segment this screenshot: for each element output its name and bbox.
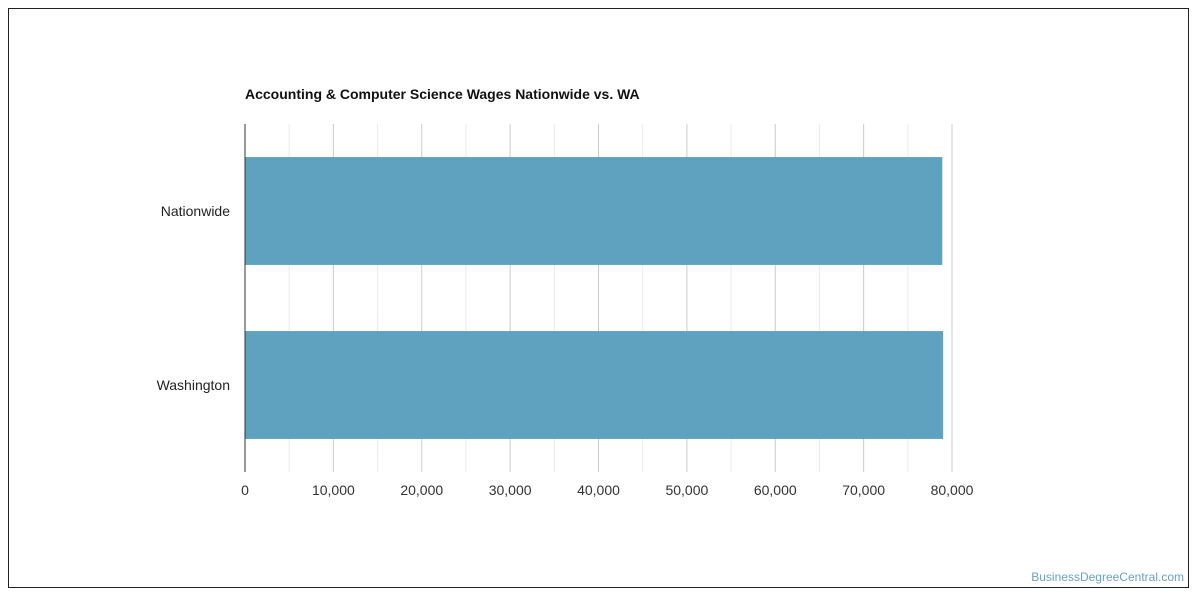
x-tick-label: 0	[241, 482, 249, 498]
chart-title: Accounting & Computer Science Wages Nati…	[245, 86, 640, 102]
x-tick-label: 40,000	[577, 482, 620, 498]
x-tick-label: 70,000	[842, 482, 885, 498]
category-label: Nationwide	[161, 203, 230, 219]
x-tick-label: 30,000	[489, 482, 532, 498]
bar-nationwide	[245, 157, 943, 265]
x-tick-label: 80,000	[931, 482, 974, 498]
watermark: BusinessDegreeCentral.com	[1031, 570, 1184, 584]
category-label: Washington	[157, 377, 230, 393]
axis-labels: Nationwide Washington 0 10,000 20,000 30,000 4…	[157, 203, 974, 498]
x-tick-label: 50,000	[665, 482, 708, 498]
bar-washington	[245, 331, 944, 439]
x-tick-label: 60,000	[754, 482, 797, 498]
x-tick-label: 20,000	[400, 482, 443, 498]
bars	[245, 157, 944, 439]
x-tick-label: 10,000	[312, 482, 355, 498]
